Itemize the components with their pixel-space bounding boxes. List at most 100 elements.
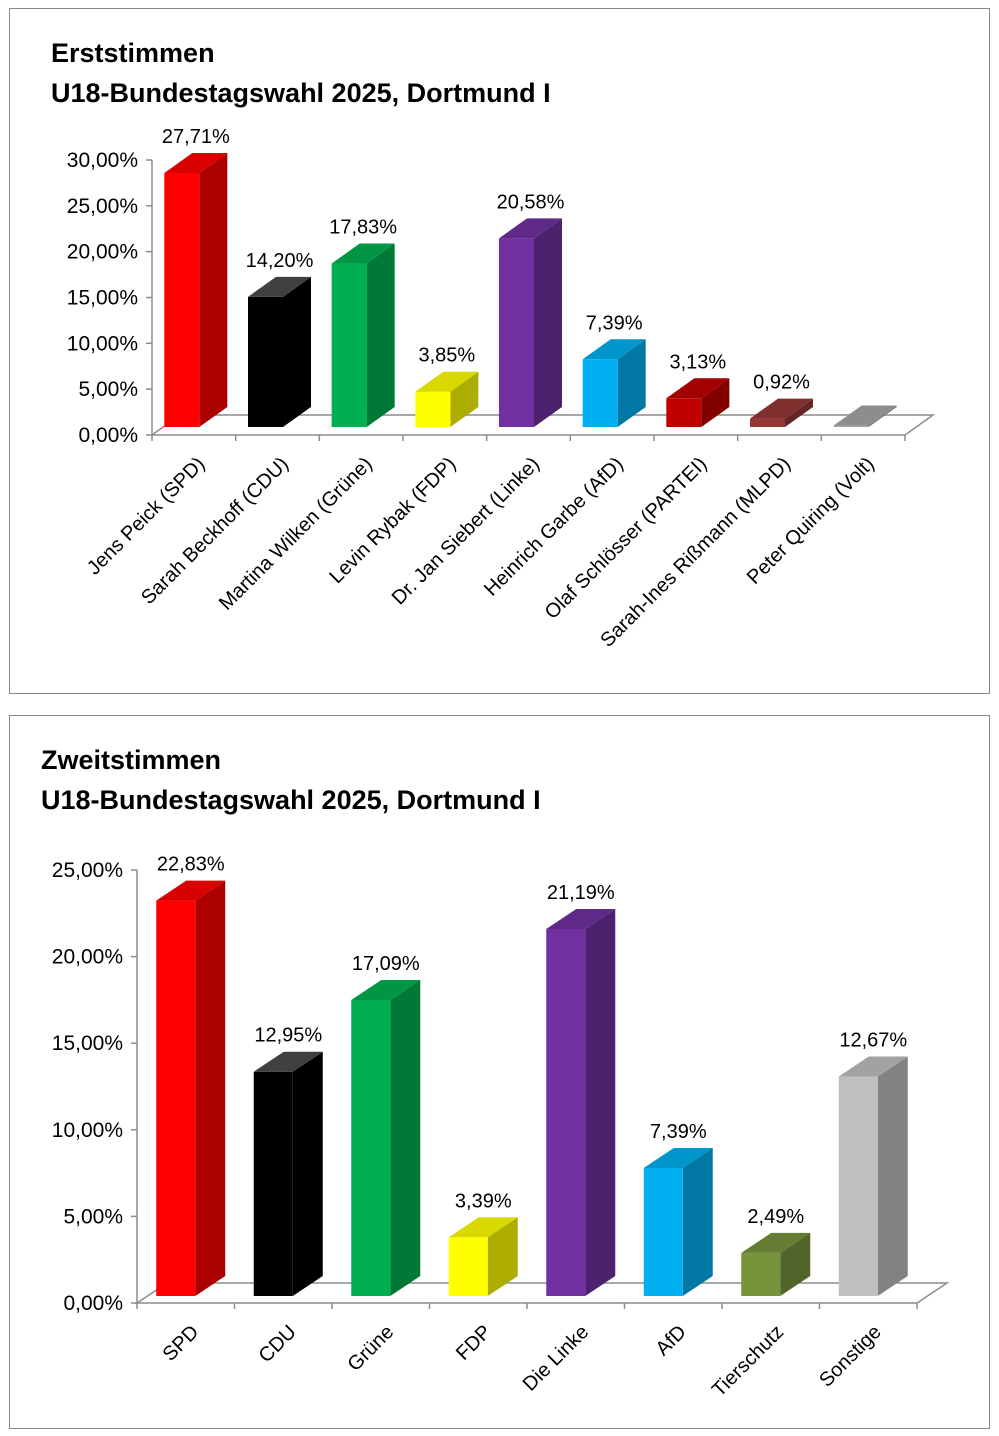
bar-top <box>741 1232 811 1253</box>
data-label: 22,83% <box>157 854 225 876</box>
data-label: 7,39% <box>586 312 643 334</box>
bar <box>156 880 226 1296</box>
y-tick-label: 15,00% <box>67 287 138 310</box>
category-label: FDP <box>452 1321 496 1365</box>
y-tick-label: 25,00% <box>52 859 123 882</box>
category-label: CDU <box>255 1321 301 1367</box>
bar-side <box>585 908 616 1296</box>
bar <box>415 371 479 427</box>
bar-side <box>701 378 730 427</box>
category-label: Olaf Schlösser (PARTEI) <box>541 453 712 624</box>
bar-front <box>838 1076 878 1296</box>
chart-title: Zweitstimmen U18-Bundestagswahl 2025, Do… <box>41 740 541 820</box>
y-tick-label: 25,00% <box>67 195 138 218</box>
bar-side <box>868 405 897 427</box>
category-label: Dr. Jan Siebert (Linke) <box>388 453 544 609</box>
bar <box>833 405 897 427</box>
category-label: Sarah Beckhoff (CDU) <box>137 453 293 609</box>
erststimmen-chart: Erststimmen U18-Bundestagswahl 2025, Dor… <box>9 8 990 694</box>
bar <box>643 1148 713 1296</box>
y-tick-label: 5,00% <box>63 1205 123 1228</box>
bar-side <box>617 339 646 427</box>
bar-front <box>253 1071 293 1296</box>
bar-top <box>156 880 226 901</box>
bar-side <box>534 218 562 427</box>
bar-front <box>448 1237 488 1296</box>
y-tick-label: 10,00% <box>67 332 138 355</box>
bar-front <box>546 928 586 1296</box>
bar-top <box>666 378 730 399</box>
data-label: 20,58% <box>497 191 565 213</box>
bar-front <box>750 418 785 427</box>
y-tick-label: 20,00% <box>52 946 123 969</box>
bar-side <box>487 1217 518 1296</box>
data-label: 0,92% <box>753 372 810 394</box>
bar-top <box>331 243 395 264</box>
bar-front <box>499 238 534 427</box>
chart-subtitle: U18-Bundestagswahl 2025, Dortmund I <box>41 785 541 815</box>
category-label: Tierschutz <box>708 1321 788 1401</box>
bar-front <box>833 425 869 427</box>
bar-side <box>390 980 421 1296</box>
chart-subtitle: U18-Bundestagswahl 2025, Dortmund I <box>51 78 551 108</box>
data-label: 7,39% <box>650 1121 707 1143</box>
category-label: SPD <box>159 1321 204 1366</box>
bar-front <box>666 398 702 427</box>
bar-top <box>750 398 813 419</box>
bar <box>838 1056 908 1296</box>
bar-top <box>582 339 646 360</box>
category-label: AfD <box>652 1321 691 1360</box>
bar-front <box>248 296 283 427</box>
bar <box>351 980 421 1296</box>
bar-top <box>253 1051 323 1072</box>
bar <box>253 1051 323 1296</box>
bar <box>582 339 646 427</box>
category-label: Heinrich Garbe (AfD) <box>480 453 628 601</box>
bar-side <box>199 152 228 427</box>
zweitstimmen-plot: 0,00% 5,00% 10,00% 15,00% 20,00% 25,00% 22,83%… <box>52 854 950 1401</box>
erststimmen-plot: 0,00% 5,00% 10,00% 15,00% 20,00% 25,00% 30,00%… <box>67 126 936 652</box>
bar-side <box>682 1148 713 1296</box>
bar-front <box>582 359 618 427</box>
bar-front <box>643 1168 683 1296</box>
data-label: 27,71% <box>162 126 230 148</box>
bar-side <box>450 371 479 427</box>
category-label: Grüne <box>343 1321 398 1376</box>
bar-front <box>164 172 200 427</box>
y-tick-label: 5,00% <box>78 378 138 401</box>
category-label: Die Linke <box>519 1321 594 1396</box>
bar <box>499 218 562 427</box>
bar-front <box>415 391 451 427</box>
category-label: Sonstige <box>815 1321 886 1392</box>
chart-title: Erststimmen U18-Bundestagswahl 2025, Dor… <box>51 33 551 113</box>
bar-front <box>351 1000 391 1296</box>
bar-side <box>283 276 311 427</box>
y-tick-label: 30,00% <box>67 149 138 172</box>
bar <box>546 908 616 1296</box>
y-tick-label: 20,00% <box>67 241 138 264</box>
bar-top <box>415 371 479 392</box>
bar-front <box>741 1252 781 1296</box>
data-label: 3,39% <box>455 1190 512 1212</box>
zweitstimmen-chart: Zweitstimmen U18-Bundestagswahl 2025, Do… <box>9 715 990 1429</box>
y-tick-label: 0,00% <box>78 424 138 447</box>
y-tick-label: 0,00% <box>63 1292 123 1315</box>
bar-top <box>546 908 616 929</box>
bar-top <box>838 1056 908 1077</box>
bar-side <box>292 1051 323 1296</box>
y-tick-label: 15,00% <box>52 1032 123 1055</box>
bar <box>666 378 730 427</box>
category-label: Martina Wilken (Grüne) <box>215 453 377 615</box>
bar-top <box>164 152 228 173</box>
bar-top <box>448 1217 518 1238</box>
data-label: 12,95% <box>254 1025 322 1047</box>
data-label: 14,20% <box>246 250 314 272</box>
chart-title-main: Erststimmen <box>51 38 215 68</box>
bar <box>741 1232 811 1296</box>
data-label: 2,49% <box>747 1206 804 1228</box>
y-tick-label: 10,00% <box>52 1119 123 1142</box>
bar-top <box>499 218 562 239</box>
bar-side <box>877 1056 908 1296</box>
bar-side <box>366 243 395 427</box>
bar-side <box>195 880 226 1296</box>
